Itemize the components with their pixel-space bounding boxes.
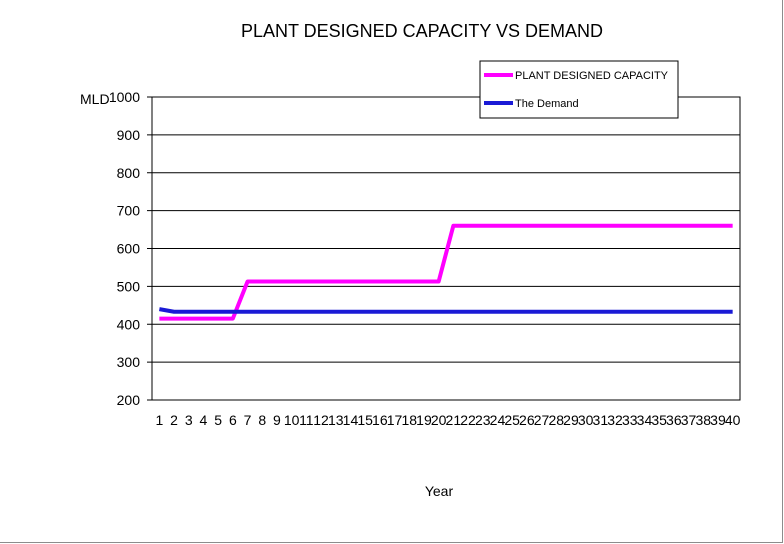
y-tick-label: 800 xyxy=(117,165,141,181)
x-tick-label: 25 xyxy=(504,412,520,428)
x-tick-label: 6 xyxy=(229,412,237,428)
y-axis-ticks: 200 300 400 500 600 700 800 900 1000 xyxy=(109,89,152,408)
legend-label-plant-capacity: PLANT DESIGNED CAPACITY xyxy=(515,70,669,82)
legend-box xyxy=(479,60,679,119)
x-tick-label: 8 xyxy=(258,412,266,428)
y-tick-label: 300 xyxy=(117,354,141,370)
x-tick-label: 23 xyxy=(475,412,491,428)
x-tick-label: 2 xyxy=(170,412,178,428)
x-tick-label: 3 xyxy=(185,412,193,428)
plot-area xyxy=(151,96,741,401)
x-tick-label: 10 xyxy=(284,412,300,428)
series-line-1 xyxy=(158,307,733,314)
x-tick-label: 19 xyxy=(416,412,432,428)
series-layer xyxy=(158,223,733,321)
x-tick-label: 9 xyxy=(273,412,281,428)
x-tick-label: 20 xyxy=(431,412,447,428)
y-tick-label: 600 xyxy=(117,241,141,257)
x-tick-label: 40 xyxy=(725,412,741,428)
legend: PLANT DESIGNED CAPACITY The Demand xyxy=(479,60,679,119)
y-tick-label: 500 xyxy=(117,278,141,294)
x-axis-ticks: 1 2 3 4 5 6 7 8 9 10 11 12 13 14 15 16 17 18 19 20 21 22 23 24 2… xyxy=(155,412,740,428)
x-tick-label: 16 xyxy=(372,412,388,428)
x-tick-label: 28 xyxy=(548,412,564,428)
x-tick-label: 18 xyxy=(401,412,417,428)
legend-label-demand: The Demand xyxy=(515,98,579,110)
x-tick-label: 17 xyxy=(387,412,403,428)
y-tick-label: 700 xyxy=(117,203,141,219)
x-tick-label: 35 xyxy=(651,412,667,428)
x-axis-label: Year xyxy=(425,483,454,499)
x-tick-label: 34 xyxy=(637,412,653,428)
x-tick-label: 15 xyxy=(357,412,373,428)
x-tick-label: 14 xyxy=(343,412,359,428)
x-tick-label: 4 xyxy=(200,412,208,428)
x-tick-label: 13 xyxy=(328,412,344,428)
x-tick-label: 29 xyxy=(563,412,579,428)
x-tick-label: 36 xyxy=(666,412,682,428)
y-tick-label: 900 xyxy=(117,127,141,143)
x-tick-label: 21 xyxy=(446,412,462,428)
y-tick-label: 1000 xyxy=(109,89,140,105)
x-tick-label: 27 xyxy=(534,412,550,428)
x-tick-label: 33 xyxy=(622,412,638,428)
x-tick-label: 30 xyxy=(578,412,594,428)
x-tick-label: 11 xyxy=(299,412,314,428)
x-tick-label: 22 xyxy=(460,412,476,428)
x-tick-label: 5 xyxy=(214,412,222,428)
x-tick-label: 37 xyxy=(681,412,697,428)
x-tick-label: 1 xyxy=(155,412,163,428)
x-tick-label: 7 xyxy=(244,412,252,428)
x-tick-label: 26 xyxy=(519,412,535,428)
y-tick-label: 200 xyxy=(117,392,141,408)
x-tick-label: 32 xyxy=(607,412,623,428)
series-line-0 xyxy=(159,223,733,321)
y-axis-label: MLD xyxy=(80,91,110,107)
y-tick-label: 400 xyxy=(117,316,141,332)
x-tick-label: 38 xyxy=(695,412,711,428)
x-tick-label: 31 xyxy=(593,412,609,428)
x-tick-label: 39 xyxy=(710,412,726,428)
chart-title: PLANT DESIGNED CAPACITY VS DEMAND xyxy=(241,21,603,41)
x-tick-label: 24 xyxy=(490,412,506,428)
x-tick-label: 12 xyxy=(313,412,329,428)
